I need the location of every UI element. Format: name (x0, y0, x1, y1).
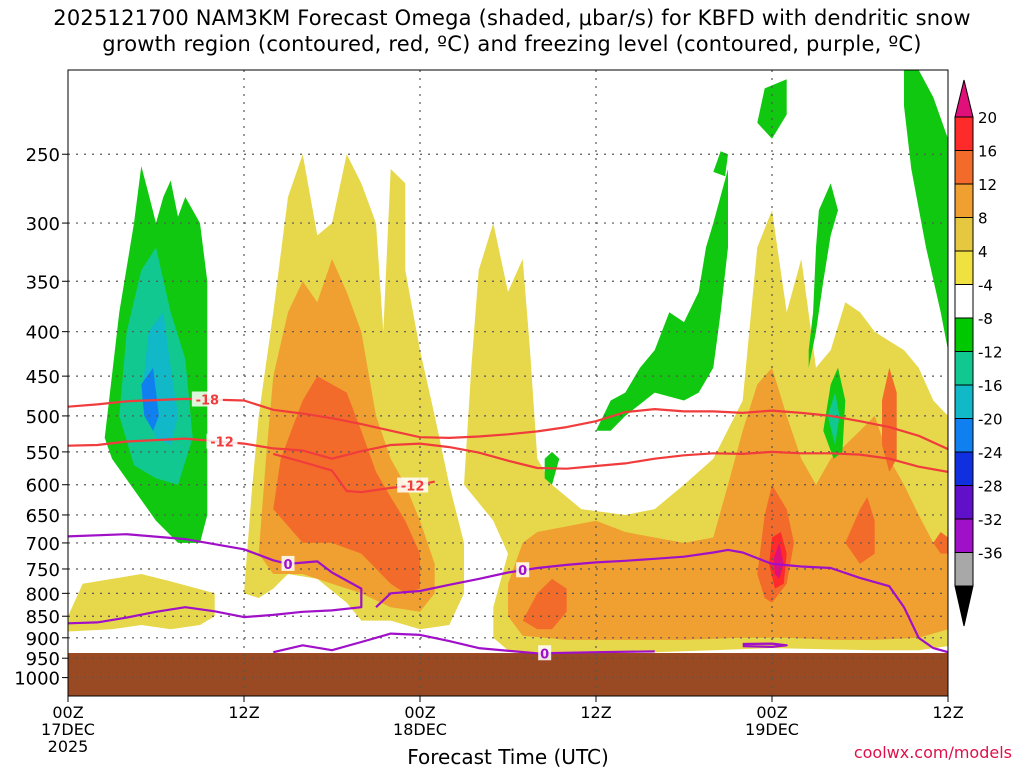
omega-region-12-7 (273, 376, 420, 594)
y-tick-label-300: 300 (26, 214, 60, 235)
dgz-contour-label-1: -12 (210, 436, 234, 451)
omega-region-20-13 (773, 542, 784, 579)
omega-region-12-15 (882, 367, 897, 472)
y-tick-label-500: 500 (26, 407, 60, 428)
freezing-contour-1 (375, 548, 948, 654)
colorbar-top-arrow (954, 79, 974, 118)
freezing-contour-label-0: 0 (283, 558, 292, 573)
freezing-contour-label-bg-2 (538, 645, 552, 661)
dgz-contour-label-bg-0 (191, 391, 223, 407)
x-tick-label-1-0: 12Z (228, 703, 259, 722)
colorbar-swatch-10 (954, 418, 974, 453)
chart-title-line-2: growth region (contoured, red, ºC) and f… (102, 32, 922, 56)
omega-region-neg8-22 (827, 392, 840, 445)
x-tick-label-0-1: 17DEC (41, 720, 95, 739)
y-tick-label-800: 800 (26, 584, 60, 605)
y-tick-label-900: 900 (26, 629, 60, 650)
colorbar-swatch-3 (954, 183, 974, 218)
colorbar-label-2: 12 (978, 176, 997, 194)
x-tick-label-2-0: 00Z (404, 703, 435, 722)
y-tick-label-650: 650 (26, 506, 60, 527)
x-tick-label-3-0: 12Z (580, 703, 611, 722)
colorbar-swatch-13 (954, 518, 974, 553)
omega-region-neg4-23 (757, 79, 787, 139)
x-tick-label-0-0: 00Z (52, 703, 83, 722)
y-tick-label-600: 600 (26, 476, 60, 497)
colorbar-label-10: -24 (978, 444, 1003, 462)
terrain-fill (68, 653, 948, 696)
colorbar-swatch-5 (954, 250, 974, 285)
colorbar-swatch-9 (954, 384, 974, 419)
omega-region-neg4-20 (808, 183, 838, 368)
omega-region-neg4-17 (596, 169, 728, 431)
dgz-contour-label-0: -18 (196, 394, 220, 409)
y-tick-label-450: 450 (26, 367, 60, 388)
y-tick-label-700: 700 (26, 534, 60, 555)
colorbar-label-0: 20 (978, 109, 997, 127)
colorbar-swatch-6 (954, 284, 974, 319)
omega-region-12-14 (845, 497, 875, 564)
freezing-contour-label-bg-1 (516, 562, 530, 578)
y-tick-label-250: 250 (26, 145, 60, 166)
colorbar-label-7: -12 (978, 344, 1003, 362)
plot-frame (67, 69, 949, 697)
y-tick-label-550: 550 (26, 443, 60, 464)
x-tick-label-0-2: 2025 (48, 737, 89, 756)
colorbar-swatch-7 (954, 317, 974, 352)
x-tick-label-4-1: 19DEC (745, 720, 799, 739)
dgz-contour-label-bg-1 (206, 433, 238, 449)
x-tick-label-4-0: 00Z (756, 703, 787, 722)
colorbar-label-4: 4 (978, 243, 988, 261)
colorbar-swatch-14 (954, 552, 974, 587)
y-tick-label-400: 400 (26, 323, 60, 344)
freezing-contour-3 (742, 642, 788, 649)
x-axis-label: Forecast Time (UTC) (407, 745, 609, 768)
colorbar-label-11: -28 (978, 478, 1003, 496)
colorbar-label-9: -20 (978, 411, 1003, 429)
colorbar-label-1: 16 (978, 143, 997, 161)
colorbar-swatch-4 (954, 217, 974, 252)
colorbar-swatch-12 (954, 485, 974, 520)
y-tick-label-350: 350 (26, 272, 60, 293)
colorbar-bottom-arrow (954, 585, 974, 627)
freezing-contour-label-2: 0 (540, 647, 549, 662)
colorbar-swatch-11 (954, 451, 974, 486)
freezing-contour-2 (273, 632, 655, 655)
omega-region-8-9 (508, 367, 948, 640)
dgz-contour-label-2: -12 (401, 480, 425, 495)
y-tick-label-850: 850 (26, 607, 60, 628)
dgz-contour-1 (68, 437, 948, 473)
x-tick-label-5-0: 12Z (932, 703, 963, 722)
colorbar-label-13: -36 (978, 545, 1003, 563)
colorbar-label-5: -4 (978, 277, 993, 295)
freezing-contour-label-1: 0 (518, 564, 527, 579)
colorbar-label-12: -32 (978, 511, 1003, 529)
freezing-contour-0 (68, 533, 363, 625)
y-tick-label-1000: 1000 (14, 669, 60, 690)
colorbar-swatch-8 (954, 351, 974, 386)
y-tick-label-950: 950 (26, 649, 60, 670)
omega-region-4-4 (68, 574, 215, 632)
source-credit: coolwx.com/models (853, 743, 1012, 762)
colorbar-label-6: -8 (978, 310, 993, 328)
dgz-contour-label-bg-2 (397, 477, 429, 493)
chart-title-line-1: 2025121700 NAM3KM Forecast Omega (shaded… (53, 6, 971, 30)
colorbar-label-8: -16 (978, 377, 1003, 395)
omega-region-neg4-18 (713, 151, 728, 177)
omega-region-neg16-3 (141, 367, 159, 431)
y-tick-label-750: 750 (26, 560, 60, 581)
dgz-contour-0 (68, 397, 948, 451)
omega-region-neg4-24 (904, 70, 948, 351)
colorbar-swatch-1 (954, 116, 974, 151)
x-tick-label-2-1: 18DEC (393, 720, 447, 739)
freezing-contour-label-bg-0 (281, 555, 295, 571)
colorbar-swatch-2 (954, 150, 974, 185)
colorbar-label-3: 8 (978, 210, 988, 228)
